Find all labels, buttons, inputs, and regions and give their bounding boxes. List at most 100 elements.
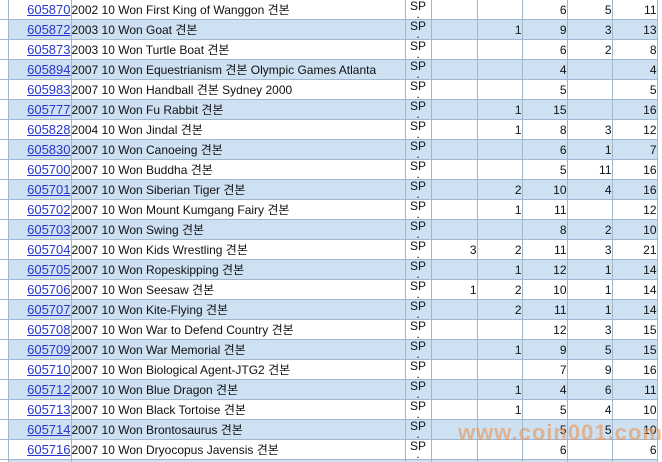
row-gutter-cell [0, 39, 9, 60]
sp-badge: SP. [404, 379, 432, 400]
count-cell-2: 1 [476, 379, 523, 400]
count-cell-2 [476, 59, 523, 80]
count-cell-1 [430, 139, 478, 160]
count-cell-2 [476, 219, 523, 240]
coin-id-link[interactable]: 605701 [27, 182, 71, 197]
sp-badge: SP. [404, 219, 432, 240]
coin-id-link[interactable]: 605983 [27, 82, 71, 97]
count-cell-3: 8 [521, 119, 568, 140]
coin-id-link[interactable]: 605716 [27, 442, 71, 457]
sp-label-line2: . [416, 346, 420, 360]
count-cell-3: 5 [521, 79, 568, 100]
count-cell-2: 2 [476, 179, 523, 200]
coin-id-link[interactable]: 605706 [27, 282, 71, 297]
coin-id-cell: 605828 [7, 119, 72, 140]
total-cell: 12 [611, 119, 658, 140]
coin-id-link[interactable]: 605873 [27, 42, 71, 57]
coin-id-link[interactable]: 605700 [27, 162, 71, 177]
count-cell-3: 15 [521, 99, 568, 120]
count-cell-2: 1 [476, 19, 523, 40]
count-cell-2 [476, 359, 523, 380]
coin-id-link[interactable]: 605704 [27, 242, 71, 257]
sp-label-line1: SP [409, 39, 426, 53]
coin-id-link[interactable]: 605703 [27, 222, 71, 237]
count-cell-4 [566, 99, 613, 120]
total-cell: 15 [611, 339, 658, 360]
sp-label-line2: . [416, 26, 420, 40]
row-gutter-cell [0, 59, 9, 80]
coin-id-link[interactable]: 605707 [27, 302, 71, 317]
sp-badge: SP. [404, 99, 432, 120]
count-cell-4: 9 [566, 359, 613, 380]
coin-id-link[interactable]: 605777 [27, 102, 71, 117]
table-row: 605870 2002 10 Won First King of Wanggon … [0, 0, 658, 20]
sp-badge: SP. [404, 399, 432, 420]
coin-id-link[interactable]: 605702 [27, 202, 71, 217]
coin-id-link[interactable]: 605708 [27, 322, 71, 337]
count-cell-4: 3 [566, 239, 613, 260]
coin-description: 2007 10 Won Mount Kumgang Fairy 견본 [70, 199, 406, 220]
coin-description: 2002 10 Won First King of Wanggon 견본 [70, 0, 406, 20]
coin-id-link[interactable]: 605705 [27, 262, 71, 277]
table-row: 605830 2007 10 Won Canoeing 견본 SP. 6 1 7 [0, 139, 658, 160]
sp-label-line2: . [416, 206, 420, 220]
count-cell-2 [476, 319, 523, 340]
sp-label-line1: SP [409, 199, 426, 213]
coin-id-link[interactable]: 605828 [27, 122, 71, 137]
count-cell-4: 3 [566, 19, 613, 40]
sp-label-line1: SP [409, 399, 426, 413]
sp-label-line1: SP [409, 379, 426, 393]
row-gutter-cell [0, 279, 9, 300]
count-cell-4: 4 [566, 179, 613, 200]
row-gutter-cell [0, 299, 9, 320]
coin-description: 2007 10 Won Dryocopus Javensis 견본 [70, 439, 406, 460]
sp-badge: SP. [404, 279, 432, 300]
coin-id-cell: 605704 [7, 239, 72, 260]
count-cell-2: 1 [476, 119, 523, 140]
sp-label-line2: . [416, 406, 420, 420]
coin-id-link[interactable]: 605830 [27, 142, 71, 157]
count-cell-1 [430, 359, 478, 380]
coin-id-link[interactable]: 605710 [27, 362, 71, 377]
sp-label-line2: . [416, 86, 420, 100]
count-cell-4 [566, 199, 613, 220]
count-cell-3: 8 [521, 219, 568, 240]
coin-id-link[interactable]: 605872 [27, 22, 71, 37]
sp-label-line1: SP [409, 279, 426, 293]
sp-badge: SP. [404, 39, 432, 60]
coin-id-cell: 605710 [7, 359, 72, 380]
coin-description: 2007 10 Won Siberian Tiger 견본 [70, 179, 406, 200]
count-cell-4: 4 [566, 399, 613, 420]
count-cell-4 [566, 59, 613, 80]
total-cell: 11 [611, 379, 658, 400]
count-cell-1 [430, 39, 478, 60]
total-cell: 8 [611, 39, 658, 60]
coin-id-link[interactable]: 605712 [27, 382, 71, 397]
coin-id-cell: 605830 [7, 139, 72, 160]
coin-id-link[interactable]: 605714 [27, 422, 71, 437]
coin-id-link[interactable]: 605894 [27, 62, 71, 77]
count-cell-2 [476, 419, 523, 440]
sp-badge: SP. [404, 119, 432, 140]
coin-id-link[interactable]: 605870 [27, 2, 71, 17]
table-row: 605873 2003 10 Won Turtle Boat 견본 SP. 6 2 8 [0, 39, 658, 60]
row-gutter-cell [0, 199, 9, 220]
coin-description: 2007 10 Won Buddha 견본 [70, 159, 406, 180]
count-cell-1 [430, 119, 478, 140]
sp-label-line1: SP [409, 339, 426, 353]
total-cell: 16 [611, 99, 658, 120]
count-cell-2: 1 [476, 339, 523, 360]
table-row: 605701 2007 10 Won Siberian Tiger 견본 SP. 2 1… [0, 179, 658, 200]
coin-id-cell: 605712 [7, 379, 72, 400]
sp-label-line2: . [416, 426, 420, 440]
coin-id-link[interactable]: 605709 [27, 342, 71, 357]
table-row: 605710 2007 10 Won Biological Agent-JTG2 … [0, 359, 658, 380]
table-row: 605703 2007 10 Won Swing 견본 SP. 8 2 10 [0, 219, 658, 240]
sp-label-line1: SP [409, 59, 426, 73]
row-gutter-cell [0, 179, 9, 200]
sp-label-line2: . [416, 306, 420, 320]
count-cell-1 [430, 439, 478, 460]
sp-badge: SP. [404, 439, 432, 460]
count-cell-3: 5 [521, 399, 568, 420]
coin-id-link[interactable]: 605713 [27, 402, 71, 417]
